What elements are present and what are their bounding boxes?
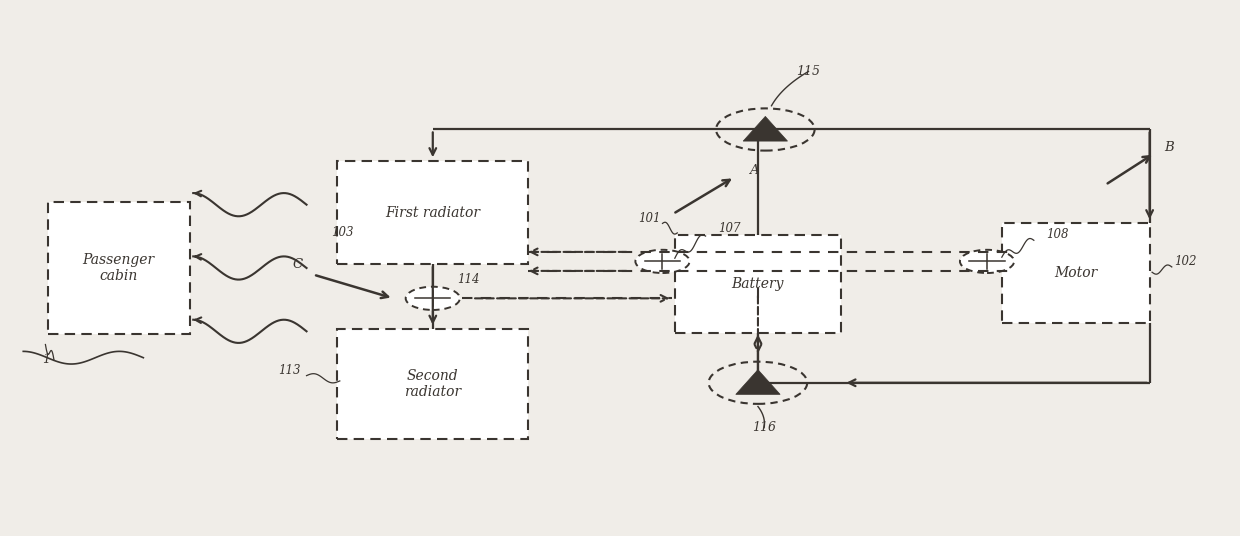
Text: Motor: Motor xyxy=(1054,266,1097,280)
Text: 114: 114 xyxy=(458,272,480,286)
Text: A: A xyxy=(749,165,759,177)
Circle shape xyxy=(635,250,689,273)
Bar xyxy=(675,235,841,333)
Text: 1: 1 xyxy=(42,353,50,366)
Text: Battery: Battery xyxy=(732,277,784,291)
Polygon shape xyxy=(735,370,780,394)
Bar xyxy=(1002,223,1149,323)
Bar xyxy=(48,202,190,334)
Polygon shape xyxy=(743,116,787,141)
Text: 103: 103 xyxy=(331,226,353,239)
Bar xyxy=(337,329,528,440)
Text: 101: 101 xyxy=(637,212,661,225)
Text: 102: 102 xyxy=(1174,255,1197,269)
Bar xyxy=(337,161,528,264)
Text: 116: 116 xyxy=(753,421,776,434)
Circle shape xyxy=(405,287,460,310)
Text: Passenger
cabin: Passenger cabin xyxy=(83,253,155,283)
Text: C: C xyxy=(293,258,303,271)
Circle shape xyxy=(960,250,1014,273)
Text: 113: 113 xyxy=(278,363,301,376)
Text: 115: 115 xyxy=(796,65,821,78)
Text: First radiator: First radiator xyxy=(386,206,480,220)
Text: 108: 108 xyxy=(1047,228,1069,241)
Text: 107: 107 xyxy=(718,222,740,235)
Text: Second
radiator: Second radiator xyxy=(404,369,461,399)
Text: B: B xyxy=(1164,140,1174,154)
